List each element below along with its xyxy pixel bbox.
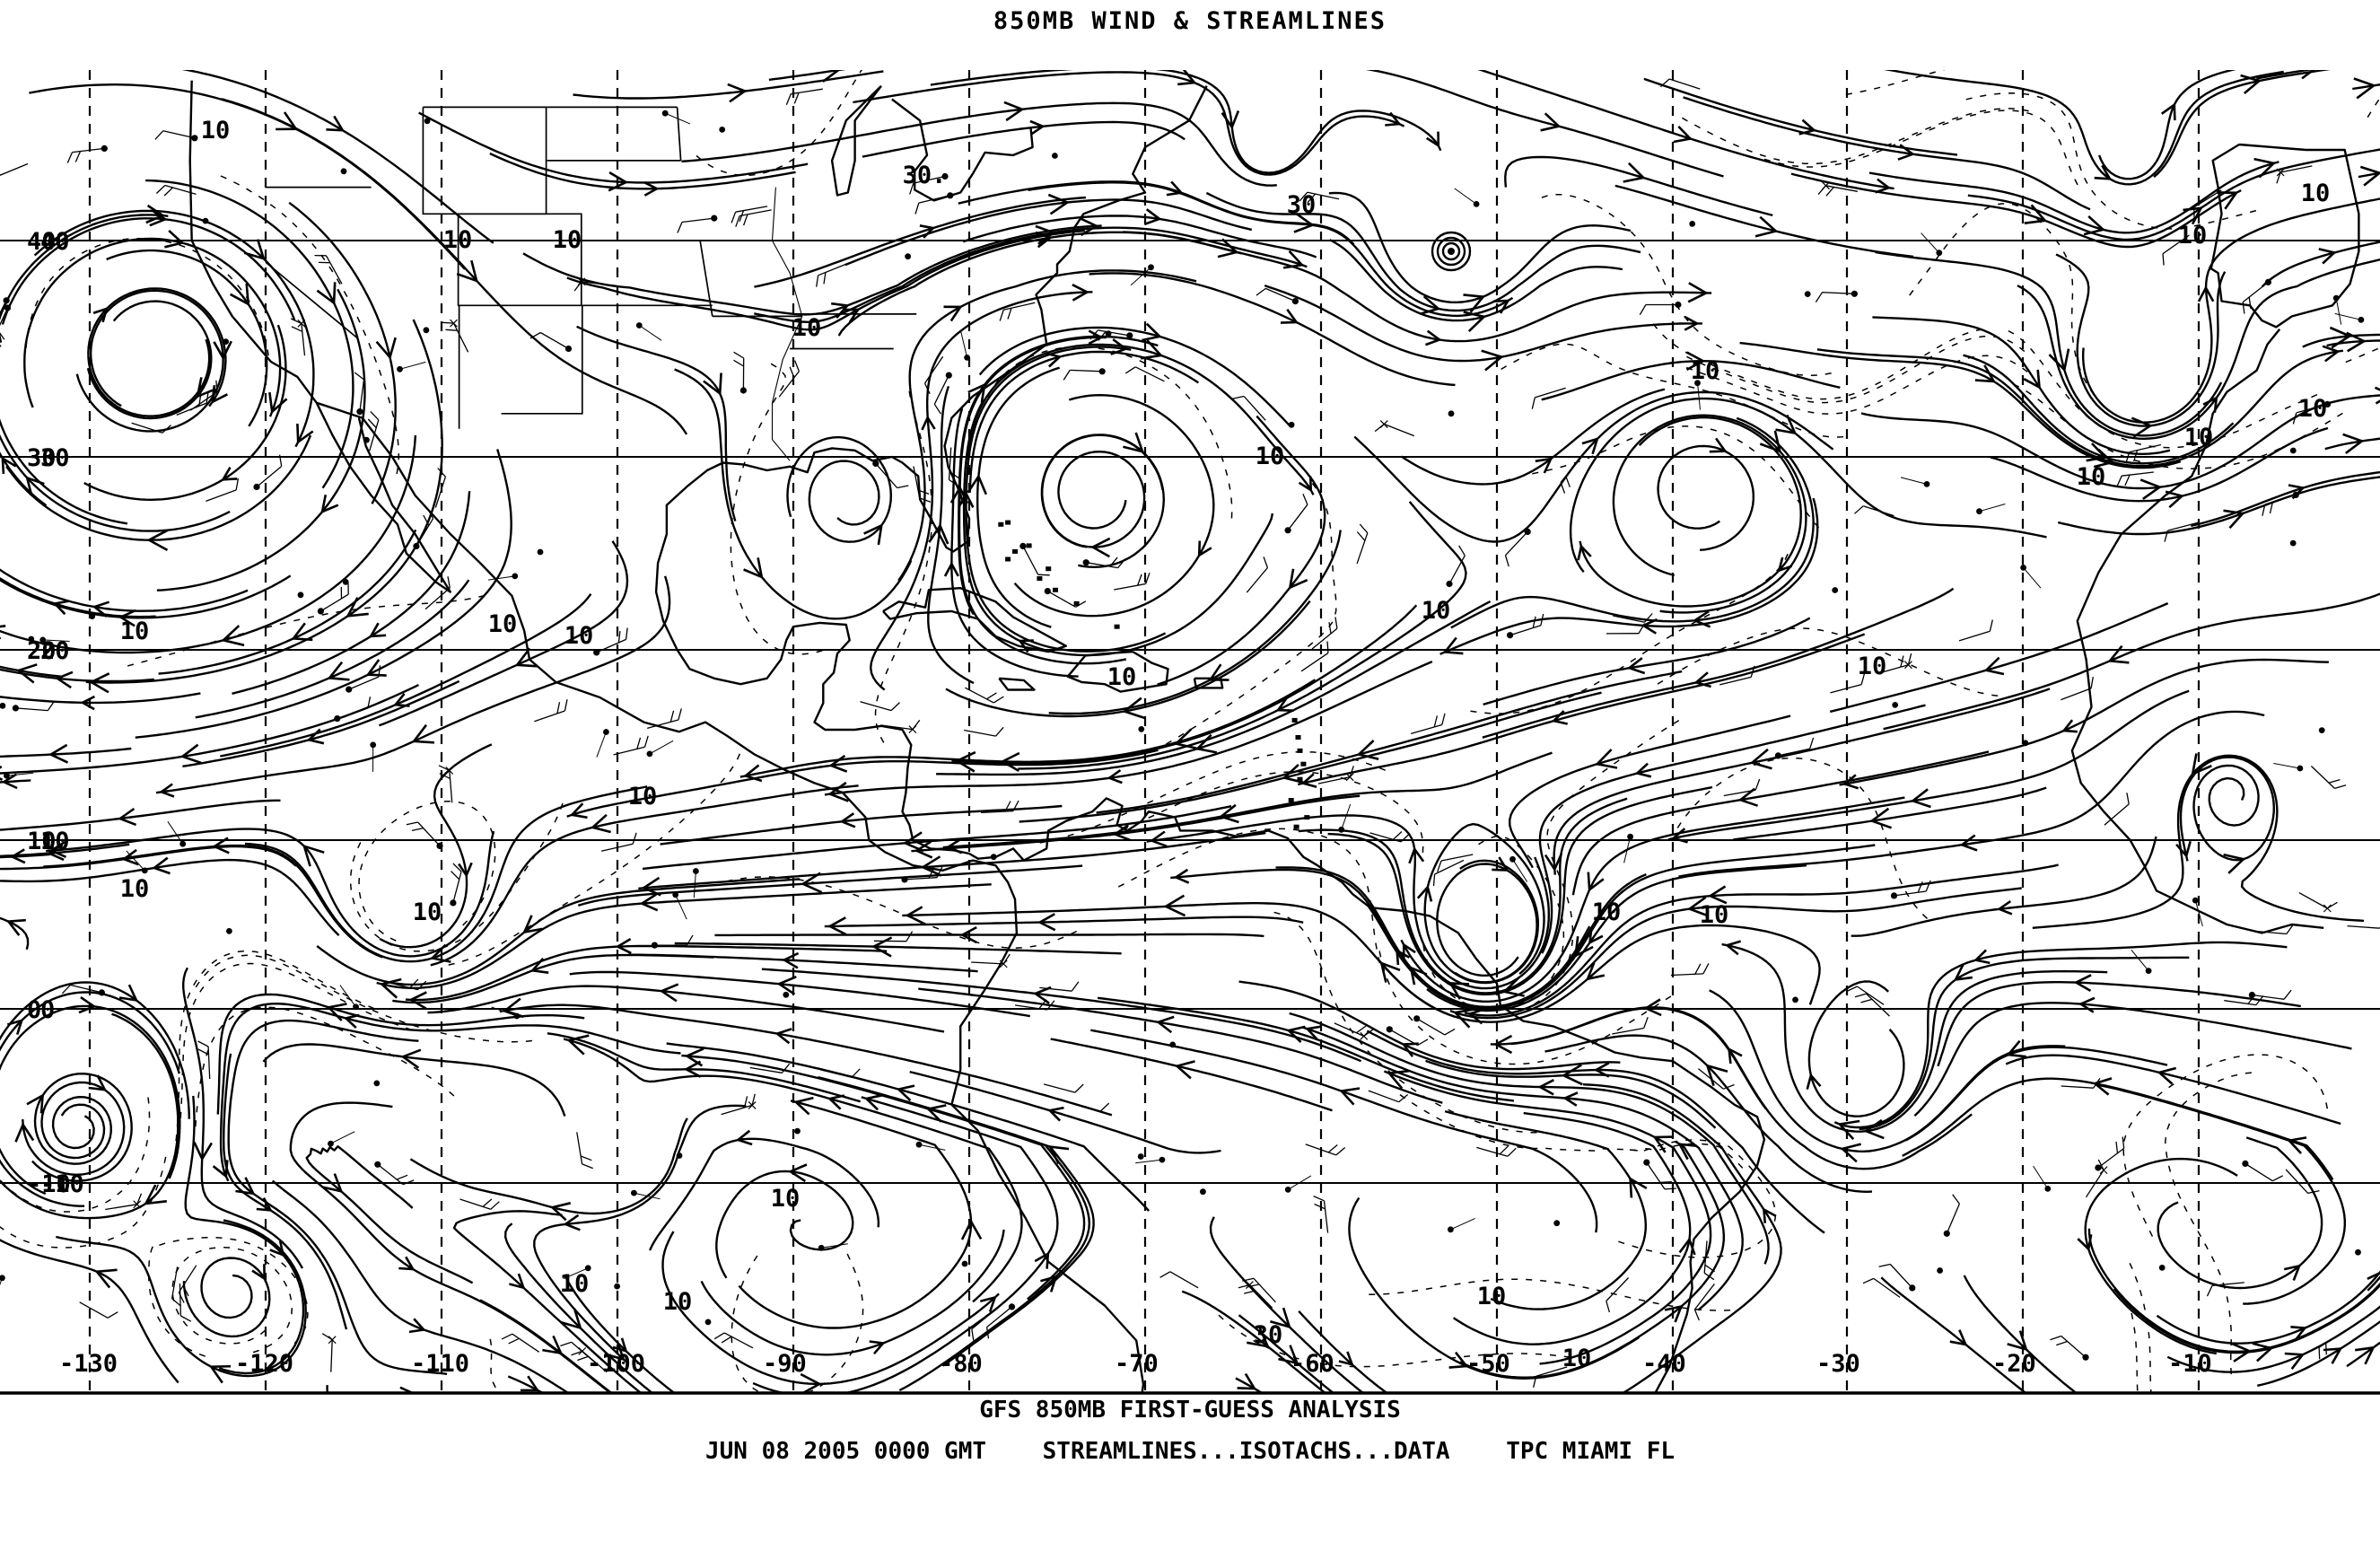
- lon-label: -40: [1642, 1350, 1686, 1378]
- lat-label: 0: [27, 996, 41, 1024]
- datetime-caption: JUN 08 2005 0000 GMT STREAMLINES...ISOTA…: [704, 1438, 1676, 1465]
- isotach-label: 30: [1254, 1321, 1283, 1349]
- isotach-label: 10: [120, 875, 150, 903]
- lat-label: -10: [27, 1170, 71, 1198]
- streamlines: [0, 70, 2380, 1393]
- isotach-label: 10: [1107, 663, 1137, 691]
- isotach-label: 10: [1422, 597, 1451, 625]
- lon-label: -80: [939, 1350, 983, 1378]
- lon-label: -110: [411, 1350, 469, 1378]
- isotach-label: 10: [2178, 222, 2208, 250]
- isotach-label: 10: [413, 898, 442, 926]
- lat-label: 40: [27, 228, 57, 256]
- isotach-label: 10: [564, 622, 594, 650]
- isotach-label: 10: [553, 226, 582, 254]
- lat-label: 30: [27, 444, 57, 472]
- map-labels: 40 30 20 10 0 -10 -130 -120 -110 -100 -90 -80 -70 -60…: [27, 117, 2330, 1378]
- lon-label: -50: [1466, 1350, 1510, 1378]
- lon-label: -120: [235, 1350, 293, 1378]
- lon-label: -60: [1291, 1350, 1334, 1378]
- lon-label: -20: [1992, 1350, 2036, 1378]
- isotach-label: 10: [201, 117, 231, 145]
- chart-title: 850MB WIND & STREAMLINES: [993, 7, 1387, 35]
- isotach-label: 10: [1858, 653, 1887, 680]
- lat-label: 10: [27, 828, 57, 855]
- isotach-contours: [0, 70, 2380, 1393]
- isotach-label: 10: [1256, 443, 1285, 470]
- isotach-label: 10: [1477, 1283, 1507, 1310]
- isotach-label: 10: [2301, 180, 2331, 207]
- lon-label: -70: [1115, 1350, 1159, 1378]
- lon-label: -90: [763, 1350, 807, 1378]
- isotach-label: 10: [771, 1185, 801, 1213]
- isotach-label: 10: [488, 610, 518, 638]
- wind-barbs: [0, 78, 2380, 1388]
- lon-label: -100: [587, 1350, 645, 1378]
- analysis-caption: GFS 850MB FIRST-GUESS ANALYSIS: [979, 1397, 1401, 1424]
- cyclone-eye-symbol: [1431, 231, 1472, 272]
- isotach-label: 10: [2184, 424, 2214, 451]
- isotach-label: 10: [1562, 1345, 1592, 1372]
- state-borders: [265, 106, 917, 429]
- isotach-label: 10: [443, 226, 473, 254]
- isotach-label: 10: [628, 783, 658, 811]
- lat-label: 20: [27, 637, 57, 665]
- lon-label: -30: [1816, 1350, 1860, 1378]
- isotach-label: 10: [1691, 357, 1720, 385]
- isotach-label: 10: [2298, 395, 2328, 423]
- coastlines: [188, 80, 2360, 1393]
- lon-label: -10: [2168, 1350, 2212, 1378]
- isotach-label: 10: [1700, 901, 1729, 929]
- isotach-label: 10: [1592, 898, 1622, 926]
- isotach-label: 10: [792, 314, 822, 342]
- isotach-label: 10: [120, 618, 150, 645]
- isotach-label: 10: [663, 1288, 693, 1316]
- isotach-label: 10: [2077, 463, 2106, 491]
- isotach-label: 10: [560, 1270, 590, 1298]
- lon-label: -130: [59, 1350, 118, 1378]
- isotach-label: 30.: [903, 162, 947, 189]
- isotach-label: 30: [1287, 191, 1317, 219]
